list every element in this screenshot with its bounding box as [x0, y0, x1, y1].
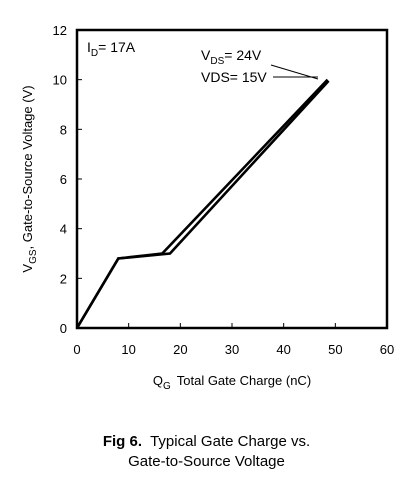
y-tick-label: 10	[53, 73, 67, 88]
x-tick-label: 0	[73, 342, 80, 357]
caption-title-1: Typical Gate Charge vs.	[150, 433, 311, 450]
id-annotation: ID= 17A	[87, 39, 136, 59]
y-tick-label: 2	[60, 271, 67, 286]
x-tick-label: 40	[276, 342, 290, 357]
x-tick-label: 10	[121, 342, 135, 357]
figure-caption: Fig 6. Typical Gate Charge vs. Gate-to-S…	[0, 432, 413, 472]
x-tick-label: 20	[173, 342, 187, 357]
x-tick-label: 30	[225, 342, 239, 357]
series-line-vds-24v	[75, 78, 329, 329]
y-axis-label: VGS, Gate-to-Source Voltage (V)	[20, 85, 39, 272]
x-axis-label: QG Total Gate Charge (nC)	[153, 373, 311, 392]
caption-line-2: Gate-to-Source Voltage	[128, 453, 285, 470]
series-label-vds-24v: VDS= 24V	[201, 47, 262, 67]
x-tick-label: 60	[380, 342, 394, 357]
y-tick-label: 12	[53, 23, 67, 38]
caption-fig-number: Fig 6.	[102, 433, 142, 450]
series-line-vds-15v	[75, 80, 330, 329]
caption-line-1: Fig 6. Typical Gate Charge vs.	[0, 432, 413, 452]
y-tick-label: 6	[60, 172, 67, 187]
y-tick-label: 0	[60, 321, 67, 336]
y-tick-label: 8	[60, 122, 67, 137]
x-tick-label: 50	[328, 342, 342, 357]
y-tick-label: 4	[60, 222, 67, 237]
series-label-vds-15v: VDS= 15V	[201, 69, 267, 85]
